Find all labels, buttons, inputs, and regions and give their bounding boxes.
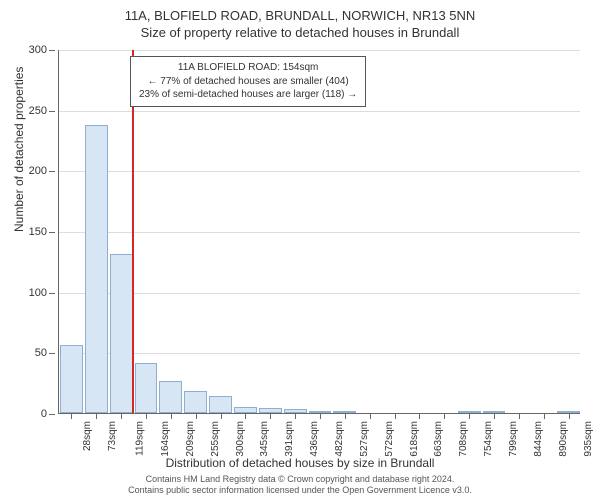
x-tick bbox=[544, 413, 545, 419]
y-tick-label: 100 bbox=[29, 287, 47, 299]
chart-title: 11A, BLOFIELD ROAD, BRUNDALL, NORWICH, N… bbox=[0, 0, 600, 25]
grid-line bbox=[59, 50, 580, 51]
x-tick bbox=[370, 413, 371, 419]
x-tick bbox=[444, 413, 445, 419]
attribution-line1: Contains HM Land Registry data © Crown c… bbox=[0, 474, 600, 486]
y-tick-label: 200 bbox=[29, 165, 47, 177]
histogram-bar bbox=[135, 363, 158, 413]
y-tick-label: 300 bbox=[29, 44, 47, 56]
x-tick bbox=[320, 413, 321, 419]
grid-line bbox=[59, 232, 580, 233]
x-tick-label: 527sqm bbox=[359, 421, 370, 457]
x-tick-label: 890sqm bbox=[557, 421, 568, 457]
chart-subtitle: Size of property relative to detached ho… bbox=[0, 25, 600, 42]
grid-line bbox=[59, 353, 580, 354]
x-tick-label: 618sqm bbox=[408, 421, 419, 457]
callout-box: 11A BLOFIELD ROAD: 154sqm ← 77% of detac… bbox=[130, 56, 366, 107]
x-tick bbox=[419, 413, 420, 419]
x-tick-label: 300sqm bbox=[234, 421, 245, 457]
x-tick bbox=[469, 413, 470, 419]
x-tick-label: 572sqm bbox=[383, 421, 394, 457]
y-tick-label: 0 bbox=[41, 408, 47, 420]
x-tick-label: 28sqm bbox=[82, 421, 93, 451]
x-tick bbox=[96, 413, 97, 419]
attribution: Contains HM Land Registry data © Crown c… bbox=[0, 474, 600, 497]
y-tick-label: 250 bbox=[29, 105, 47, 117]
grid-line bbox=[59, 111, 580, 112]
attribution-line2: Contains public sector information licen… bbox=[0, 485, 600, 497]
x-tick-label: 209sqm bbox=[185, 421, 196, 457]
y-tick bbox=[49, 50, 55, 51]
x-tick bbox=[121, 413, 122, 419]
grid-line bbox=[59, 171, 580, 172]
y-axis-title: Number of detached properties bbox=[12, 67, 26, 232]
x-tick-label: 663sqm bbox=[433, 421, 444, 457]
chart-container: 11A, BLOFIELD ROAD, BRUNDALL, NORWICH, N… bbox=[0, 0, 600, 500]
histogram-bar bbox=[184, 391, 207, 413]
x-tick-label: 119sqm bbox=[135, 421, 146, 456]
x-tick bbox=[71, 413, 72, 419]
x-tick-label: 799sqm bbox=[508, 421, 519, 457]
x-tick bbox=[519, 413, 520, 419]
x-tick bbox=[171, 413, 172, 419]
y-tick bbox=[49, 414, 55, 415]
y-tick bbox=[49, 171, 55, 172]
y-tick bbox=[49, 293, 55, 294]
x-tick-label: 935sqm bbox=[582, 421, 593, 457]
histogram-bar bbox=[159, 381, 182, 413]
x-tick-label: 708sqm bbox=[458, 421, 469, 457]
x-tick bbox=[494, 413, 495, 419]
x-tick bbox=[295, 413, 296, 419]
x-tick bbox=[569, 413, 570, 419]
x-tick-label: 345sqm bbox=[259, 421, 270, 457]
x-tick bbox=[245, 413, 246, 419]
x-tick-label: 436sqm bbox=[309, 421, 320, 457]
y-tick bbox=[49, 353, 55, 354]
x-tick-label: 391sqm bbox=[284, 421, 295, 457]
x-tick bbox=[196, 413, 197, 419]
y-tick bbox=[49, 111, 55, 112]
x-tick bbox=[345, 413, 346, 419]
callout-line1: 11A BLOFIELD ROAD: 154sqm bbox=[139, 61, 357, 75]
histogram-bar bbox=[85, 125, 108, 413]
histogram-bar bbox=[60, 345, 83, 413]
x-tick bbox=[221, 413, 222, 419]
grid-line bbox=[59, 293, 580, 294]
histogram-bar bbox=[110, 254, 133, 413]
x-tick-label: 73sqm bbox=[107, 421, 118, 451]
x-tick bbox=[395, 413, 396, 419]
x-tick bbox=[270, 413, 271, 419]
y-tick bbox=[49, 232, 55, 233]
y-tick-label: 50 bbox=[35, 347, 47, 359]
callout-line2: ← 77% of detached houses are smaller (40… bbox=[139, 75, 357, 89]
x-tick-label: 754sqm bbox=[483, 421, 494, 457]
histogram-bar bbox=[209, 396, 232, 413]
x-tick bbox=[146, 413, 147, 419]
x-tick-label: 164sqm bbox=[160, 421, 171, 457]
x-axis-title: Distribution of detached houses by size … bbox=[0, 456, 600, 470]
x-tick-label: 844sqm bbox=[533, 421, 544, 457]
x-tick-label: 255sqm bbox=[209, 421, 220, 457]
y-tick-label: 150 bbox=[29, 226, 47, 238]
x-tick-label: 482sqm bbox=[334, 421, 345, 457]
callout-line3: 23% of semi-detached houses are larger (… bbox=[139, 88, 357, 102]
